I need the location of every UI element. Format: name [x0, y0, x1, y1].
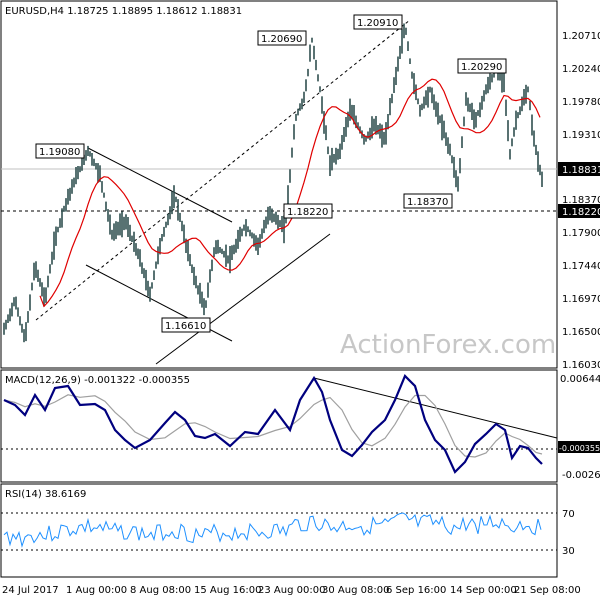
price-tick-3: 1.19310 [562, 130, 600, 141]
rsi-tick-30: 30 [562, 546, 575, 557]
macd-tick-3: -0.0026 [562, 470, 600, 481]
price-tick-5: 1.18370 [562, 195, 600, 206]
current-price-label: 1.18831 [562, 165, 600, 176]
callout-1: 1.19080 [35, 143, 85, 159]
watermark: ActionForex.com [340, 330, 556, 360]
macd-y-axis: 0.006445 0.00 -0.000355 -0.0026 [558, 374, 600, 481]
x-label-4: 23 Aug 00:00 [258, 585, 325, 596]
price-tick-10: 1.16030 [562, 360, 600, 371]
price-tick-8: 1.16970 [562, 294, 600, 305]
svg-text:1.20910: 1.20910 [357, 18, 398, 29]
price-panel [0, 0, 558, 369]
macd-line [3, 374, 543, 474]
callout-5: 1.18370 [403, 193, 453, 209]
price-tick-7: 1.17440 [562, 261, 600, 272]
callout-2: 1.20690 [257, 30, 307, 46]
x-label-1: 1 Aug 00:00 [66, 585, 127, 596]
price-y-axis: 1.20710 1.20240 1.19780 1.19310 1.18831 … [558, 31, 600, 371]
x-label-2: 8 Aug 08:00 [130, 585, 191, 596]
x-axis: 24 Jul 2017 1 Aug 00:00 8 Aug 08:00 15 A… [2, 585, 581, 596]
support-price-label: 1.18220 [562, 207, 600, 218]
price-tick-1: 1.20240 [562, 64, 600, 75]
macd-tick-2: -0.000355 [559, 444, 600, 453]
macd-tick-0: 0.006445 [560, 374, 600, 385]
rsi-panel-header: RSI(14) 38.6169 [5, 489, 86, 500]
uptrend-dashed-line [35, 19, 411, 321]
x-label-0: 24 Jul 2017 [2, 585, 59, 596]
rsi-y-axis: 70 30 [562, 509, 575, 557]
x-label-8: 21 Sep 08:00 [514, 585, 581, 596]
rsi-line [3, 512, 542, 548]
svg-text:1.20690: 1.20690 [261, 34, 302, 45]
svg-text:1.20290: 1.20290 [461, 62, 502, 73]
channel-upper-line [87, 147, 233, 223]
callout-3: 1.20910 [353, 14, 403, 30]
svg-text:1.19080: 1.19080 [39, 147, 80, 158]
price-tick-0: 1.20710 [562, 31, 600, 42]
macd-panel [0, 369, 558, 483]
price-tick-2: 1.19780 [562, 97, 600, 108]
svg-text:1.16610: 1.16610 [165, 321, 206, 332]
svg-text:1.18370: 1.18370 [407, 197, 448, 208]
callout-4: 1.20290 [457, 58, 507, 74]
callout-7: 1.16610 [161, 317, 211, 333]
moving-average-line [39, 78, 541, 308]
macd-signal-line [3, 394, 543, 458]
support-trendline [155, 233, 331, 365]
price-tick-9: 1.16500 [562, 327, 600, 338]
x-label-6: 6 Sep 16:00 [386, 585, 446, 596]
price-tick-6: 1.17900 [562, 228, 600, 239]
price-panel-header: EURUSD,H4 1.18725 1.18895 1.18612 1.1883… [5, 6, 242, 17]
callout-6: 1.18220 [283, 203, 333, 219]
rsi-tick-70: 70 [562, 509, 575, 520]
macd-panel-header: MACD(12,26,9) -0.001322 -0.000355 [5, 375, 190, 386]
x-label-5: 30 Aug 08:00 [322, 585, 389, 596]
x-label-3: 15 Aug 16:00 [194, 585, 261, 596]
macd-trendline [313, 377, 558, 439]
x-label-7: 14 Sep 00:00 [450, 585, 517, 596]
svg-text:1.18220: 1.18220 [287, 207, 328, 218]
